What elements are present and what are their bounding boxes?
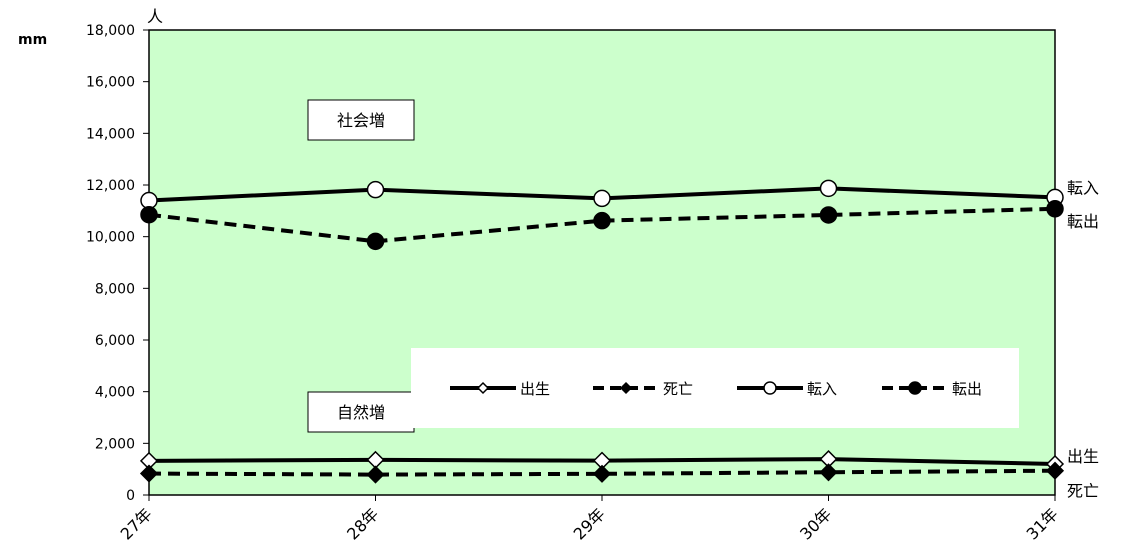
y-tick-label: 6,000 bbox=[95, 333, 135, 349]
x-tick-label: 27年 bbox=[117, 504, 156, 543]
data-point-3 bbox=[819, 206, 838, 224]
y-tick-label: 2,000 bbox=[95, 436, 135, 452]
series-group bbox=[139, 179, 1065, 484]
data-point-3 bbox=[366, 232, 385, 251]
data-point-1 bbox=[1045, 461, 1065, 480]
legend-marker-2 bbox=[763, 381, 777, 395]
legend-label-1: 死亡 bbox=[663, 380, 693, 398]
legend-marker-1 bbox=[619, 381, 633, 395]
data-point-1 bbox=[139, 464, 159, 483]
end-label-1: 死亡 bbox=[1067, 482, 1099, 501]
y-unit-label: 人 bbox=[147, 7, 163, 26]
legend-label-2: 転入 bbox=[807, 380, 837, 398]
y-tick-label: 8,000 bbox=[95, 281, 135, 297]
corner-mark: mm bbox=[18, 32, 47, 48]
legend-marker-3 bbox=[908, 381, 922, 395]
series-line-3 bbox=[148, 206, 1056, 244]
data-point-1 bbox=[819, 463, 838, 482]
legend-items: 出生 死亡 転入 転出 bbox=[450, 380, 982, 398]
data-point-2 bbox=[593, 189, 611, 208]
data-point-2 bbox=[366, 180, 385, 199]
y-tick-label: 4,000 bbox=[95, 385, 135, 401]
end-label-2: 転入 bbox=[1067, 178, 1099, 197]
data-point-3 bbox=[140, 205, 158, 224]
x-tick-label: 31年 bbox=[1023, 504, 1062, 543]
annotation-box-natural bbox=[307, 391, 415, 433]
data-point-1 bbox=[366, 465, 385, 484]
end-label-0: 出生 bbox=[1067, 447, 1099, 466]
end-label-3: 転出 bbox=[1067, 212, 1099, 231]
x-tick-label: 30年 bbox=[796, 504, 835, 543]
legend-label-0: 出生 bbox=[520, 380, 550, 398]
data-point-3 bbox=[593, 211, 611, 230]
x-axis: 27年 28年 29年 30年 31年 bbox=[117, 495, 1062, 544]
x-tick-label: 29年 bbox=[570, 504, 609, 543]
annotation-box-social bbox=[307, 99, 415, 141]
y-tick-label: 18,000 bbox=[86, 23, 135, 39]
data-point-2 bbox=[819, 179, 838, 198]
data-point-3 bbox=[1046, 200, 1064, 218]
y-axis: 0 2,000 4,000 6,000 8,000 10,000 12,000 14,000 1… bbox=[86, 23, 149, 504]
annotation-natural-increase: 自然増 bbox=[337, 403, 385, 422]
y-tick-label: 12,000 bbox=[86, 178, 135, 194]
legend-label-3: 転出 bbox=[952, 380, 982, 398]
y-tick-label: 10,000 bbox=[86, 230, 135, 246]
x-tick-label: 28年 bbox=[343, 504, 382, 543]
data-point-1 bbox=[592, 464, 612, 483]
y-tick-label: 14,000 bbox=[86, 126, 135, 142]
legend-marker-0 bbox=[476, 381, 490, 395]
annotation-social-increase: 社会増 bbox=[337, 111, 385, 130]
y-tick-label: 16,000 bbox=[86, 75, 135, 91]
y-tick-label: 0 bbox=[126, 488, 135, 504]
